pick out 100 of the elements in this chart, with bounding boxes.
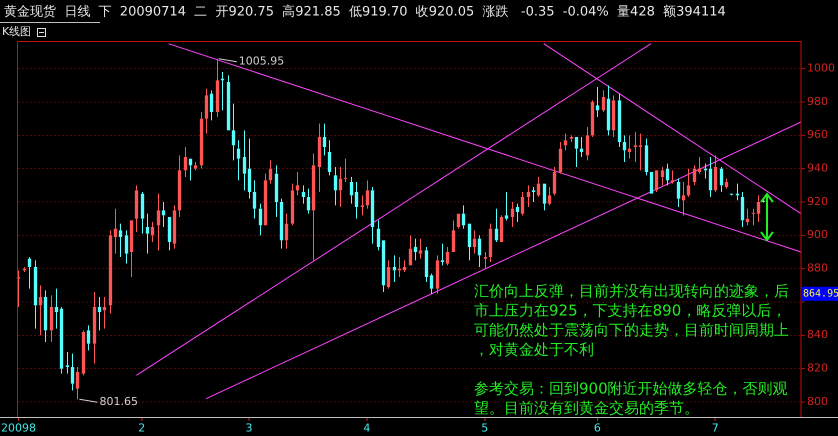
annotation: 汇价向上反弹，目前并没有出现转向的迹象，后市上压力在925，下支持在890，略反弹以后，可能仍然处于震荡向下的走势，目前时间周期上，对黄金处于不利 bbox=[474, 282, 789, 358]
candlestick bbox=[200, 112, 204, 170]
candlestick bbox=[692, 164, 696, 186]
x-tick-label: 3 bbox=[245, 421, 252, 434]
candlestick bbox=[382, 240, 386, 292]
candlestick bbox=[108, 230, 112, 314]
candlestick bbox=[736, 183, 740, 201]
candlestick bbox=[184, 146, 188, 178]
annotation: 864.95 bbox=[803, 288, 838, 300]
candlestick bbox=[424, 246, 428, 282]
candlestick bbox=[414, 238, 418, 261]
candlestick bbox=[666, 163, 670, 186]
candlestick bbox=[168, 217, 172, 251]
candlestick bbox=[724, 178, 728, 190]
candlestick bbox=[22, 266, 26, 272]
candlestick bbox=[552, 166, 556, 196]
candlestick bbox=[188, 158, 192, 181]
candlestick bbox=[408, 234, 412, 266]
candlestick bbox=[612, 94, 616, 138]
candlestick bbox=[50, 294, 54, 342]
candlestick bbox=[740, 192, 744, 228]
candlestick bbox=[478, 234, 482, 268]
candlestick bbox=[248, 138, 252, 200]
candlestick bbox=[92, 292, 96, 364]
candlestick bbox=[302, 184, 306, 204]
candlestick bbox=[536, 176, 540, 198]
candlestick bbox=[682, 182, 686, 216]
y-tick-label: 800 bbox=[807, 394, 828, 408]
candlestick bbox=[130, 220, 134, 278]
candlestick bbox=[468, 224, 472, 261]
candlestick bbox=[752, 208, 756, 226]
candlestick bbox=[516, 203, 520, 222]
candlestick bbox=[596, 86, 600, 118]
chart-subtitle: K线图 bbox=[2, 24, 32, 38]
candlestick bbox=[618, 93, 622, 148]
y-tick-label: 840 bbox=[807, 328, 828, 342]
candlestick bbox=[274, 164, 278, 218]
candlestick bbox=[558, 142, 562, 174]
candlestick bbox=[258, 203, 262, 236]
candlestick bbox=[526, 184, 530, 208]
y-tick-label: 980 bbox=[807, 94, 828, 108]
candlestick bbox=[472, 230, 476, 254]
candlestick bbox=[344, 158, 348, 182]
candlestick bbox=[350, 176, 354, 204]
candlestick bbox=[318, 123, 322, 192]
candlestick bbox=[264, 173, 268, 226]
candlestick bbox=[98, 296, 102, 331]
annotation: 参考交易：回到900附近开始做多轻仓，否则观望。目前没有到黄金交易的季节。 bbox=[474, 380, 788, 417]
candlestick bbox=[402, 260, 406, 272]
candlestick bbox=[746, 208, 750, 226]
candlestick bbox=[226, 74, 230, 130]
candlestick bbox=[452, 220, 456, 252]
candlestick bbox=[54, 288, 58, 330]
candlestick bbox=[708, 156, 712, 198]
candlestick bbox=[44, 290, 48, 342]
candlestick bbox=[580, 136, 584, 158]
candlestick bbox=[338, 166, 342, 208]
x-tick-label: 6 bbox=[594, 421, 601, 434]
candlestick bbox=[376, 220, 380, 251]
candlestick bbox=[586, 126, 590, 161]
candlestick bbox=[28, 256, 32, 290]
candlestick bbox=[82, 330, 86, 376]
candlestick bbox=[232, 103, 236, 161]
candlestick bbox=[698, 156, 702, 174]
candlestick bbox=[602, 90, 606, 112]
chart-title: 黄金现货 日线 下 20090714 二 开920.75 高921.85 低919.70 收920.05 涨跌 -0.35 -0.04% 量428 额394114 bbox=[4, 3, 726, 20]
candlestick bbox=[280, 198, 284, 250]
candlestick bbox=[34, 260, 38, 330]
candlestick bbox=[178, 154, 182, 218]
y-tick-label: 900 bbox=[807, 228, 828, 242]
candlestick bbox=[284, 213, 288, 250]
candlestick bbox=[386, 260, 390, 290]
y-tick-label: 940 bbox=[807, 162, 828, 175]
y-tick-label: 880 bbox=[807, 262, 828, 275]
candlestick bbox=[210, 90, 214, 121]
candlestick bbox=[542, 184, 546, 211]
candlestick bbox=[366, 180, 370, 210]
annotation: 801.65 bbox=[99, 395, 138, 408]
x-tick-label: 5 bbox=[481, 421, 488, 434]
x-tick-label: 20098 bbox=[0, 421, 36, 434]
y-tick-label: 920 bbox=[807, 194, 828, 208]
candlestick bbox=[704, 163, 708, 180]
candlestick bbox=[60, 306, 64, 374]
candlestick bbox=[606, 84, 610, 136]
y-tick-label: 960 bbox=[807, 128, 828, 142]
candlestick bbox=[398, 256, 402, 278]
candlestick bbox=[510, 202, 514, 228]
candlestick bbox=[322, 123, 326, 156]
x-tick-label: 2 bbox=[138, 421, 146, 434]
candlestick bbox=[306, 188, 310, 214]
candlestick bbox=[114, 208, 118, 254]
candlestick bbox=[312, 153, 316, 261]
x-tick-label: 4 bbox=[363, 421, 370, 434]
candlestick bbox=[622, 134, 626, 162]
candlestick bbox=[328, 140, 332, 176]
x-tick-label: 7 bbox=[712, 421, 719, 434]
candlestick bbox=[268, 160, 272, 184]
candlestick bbox=[102, 296, 106, 330]
candlestick bbox=[162, 202, 166, 228]
candlestick bbox=[494, 208, 498, 242]
